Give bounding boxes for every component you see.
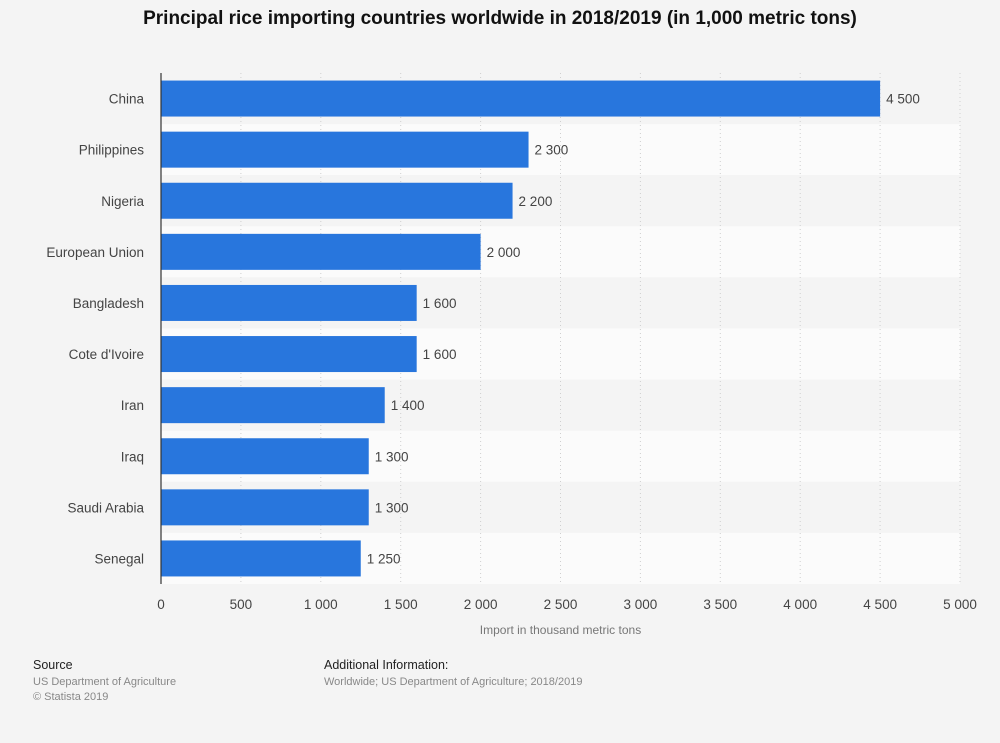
bar	[161, 336, 417, 373]
category-label: Saudi Arabia	[67, 500, 144, 515]
bar	[161, 540, 361, 577]
category-label: Iran	[121, 398, 144, 413]
chart-title: Principal rice importing countries world…	[143, 8, 857, 29]
category-label: Iraq	[121, 449, 144, 464]
x-tick-label: 4 500	[863, 597, 897, 612]
bar	[161, 489, 369, 526]
category-label: Philippines	[79, 143, 145, 158]
source-block: Source US Department of Agriculture © St…	[33, 658, 176, 705]
bar-chart: China 4 500 Philippines 2 300 Nigeria 2 200 Eu…	[46, 73, 977, 637]
value-label: 4 500	[886, 92, 920, 107]
value-label: 1 250	[367, 551, 401, 566]
bar	[161, 182, 513, 219]
category-label: European Union	[46, 245, 144, 260]
bar	[161, 80, 881, 117]
info-text: Worldwide; US Department of Agriculture;…	[324, 676, 583, 688]
category-label: Senegal	[94, 551, 144, 566]
x-tick-label: 1 000	[304, 597, 338, 612]
copyright-line: © Statista 2019	[33, 691, 109, 703]
value-label: 1 300	[375, 500, 409, 515]
value-label: 1 300	[375, 449, 409, 464]
info-heading: Additional Information:	[324, 658, 449, 672]
bar	[161, 233, 481, 270]
category-label: China	[109, 92, 145, 107]
value-label: 2 000	[487, 245, 521, 260]
x-tick-label: 2 500	[544, 597, 578, 612]
value-label: 1 400	[391, 398, 425, 413]
category-label: Cote d'Ivoire	[69, 347, 144, 362]
x-tick-label: 3 000	[624, 597, 658, 612]
x-tick-label: 500	[230, 597, 253, 612]
x-tick-label: 5 000	[943, 597, 977, 612]
x-tick-label: 3 500	[703, 597, 737, 612]
bar	[161, 387, 385, 424]
value-label: 2 200	[519, 194, 553, 209]
category-label: Bangladesh	[73, 296, 144, 311]
x-tick-label: 4 000	[783, 597, 817, 612]
x-axis-title: Import in thousand metric tons	[480, 623, 641, 637]
additional-info-block: Additional Information: Worldwide; US De…	[324, 658, 582, 690]
bar	[161, 131, 529, 168]
x-tick-label: 2 000	[464, 597, 498, 612]
bar	[161, 438, 369, 475]
bar	[161, 284, 417, 321]
value-label: 2 300	[535, 143, 569, 158]
x-tick-label: 1 500	[384, 597, 418, 612]
x-tick-label: 0	[157, 597, 165, 612]
value-label: 1 600	[423, 296, 457, 311]
category-label: Nigeria	[101, 194, 144, 209]
value-label: 1 600	[423, 347, 457, 362]
source-line: US Department of Agriculture	[33, 676, 177, 688]
source-heading: Source	[33, 658, 73, 672]
